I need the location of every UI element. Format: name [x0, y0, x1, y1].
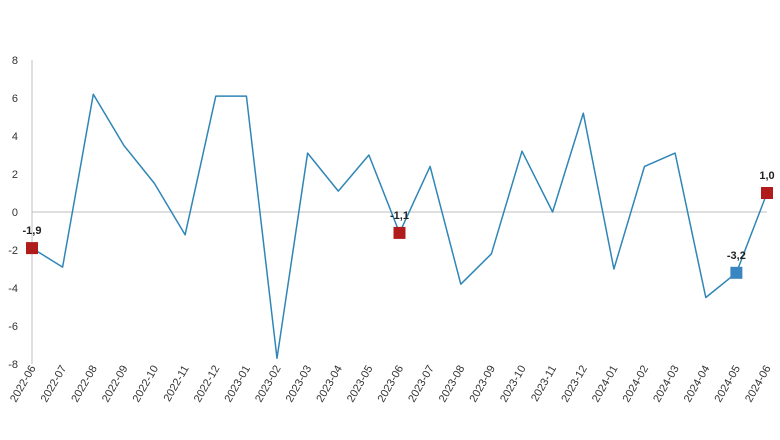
x-tick-label: 2022-10 — [131, 364, 162, 405]
x-tick-label: 2023-04 — [314, 364, 345, 405]
x-tick-label: 2023-10 — [498, 364, 529, 405]
x-tick-label: 2023-01 — [222, 364, 253, 405]
series-line — [31, 93, 768, 360]
x-tick-label: 2022-12 — [192, 364, 223, 405]
x-tick-label: 2024-04 — [682, 364, 713, 405]
x-tick-label: 2022-11 — [162, 364, 192, 404]
x-tick-label: 2023-11 — [529, 364, 559, 404]
y-tick-label: 4 — [12, 131, 18, 143]
x-tick-label: 2022-08 — [69, 364, 100, 405]
highlight-marker — [26, 242, 38, 255]
y-tick-label: -2 — [8, 245, 18, 257]
y-tick-label: -8 — [8, 359, 18, 371]
x-tick-label: 2022-07 — [39, 364, 70, 405]
highlight-marker — [730, 266, 743, 279]
y-tick-label: -4 — [8, 283, 18, 295]
x-tick-label: 2023-12 — [559, 364, 590, 405]
highlight-marker — [761, 187, 773, 199]
x-tick-label: 2024-05 — [712, 364, 743, 405]
x-tick-label: 2024-03 — [651, 364, 682, 405]
data-labels: -1,9 -1,1 -3,2 1,0 — [23, 170, 775, 262]
x-tick-label: 2023-08 — [437, 364, 468, 405]
y-tick-label: 2 — [12, 169, 18, 181]
highlight-markers — [26, 187, 773, 279]
data-label: -3,2 — [727, 250, 746, 262]
y-tick-label: 6 — [12, 93, 18, 105]
series-line-group — [31, 93, 768, 360]
highlight-marker — [393, 226, 406, 239]
x-axis: 2022-06 2022-07 2022-08 2022-09 2022-10 2022-… — [8, 211, 774, 405]
x-tick-label: 2023-09 — [467, 364, 498, 405]
y-tick-label: 0 — [12, 207, 18, 219]
data-label: -1,1 — [390, 210, 409, 222]
y-tick-label: 8 — [12, 55, 18, 67]
y-tick-label: -6 — [8, 321, 18, 333]
x-tick-label: 2023-07 — [406, 364, 437, 405]
x-tick-label: 2023-05 — [345, 364, 376, 405]
data-label: 1,0 — [759, 170, 774, 182]
x-tick-label: 2022-09 — [100, 364, 131, 405]
data-label: -1,9 — [23, 225, 42, 237]
x-tick-label: 2024-06 — [743, 364, 774, 405]
x-tick-label: 2023-02 — [253, 364, 284, 405]
x-tick-label: 2024-02 — [621, 364, 652, 405]
x-tick-label: 2024-01 — [590, 364, 621, 405]
y-axis: 8 6 4 2 0 -2 -4 -6 -8 — [8, 55, 33, 371]
x-tick-label: 2023-06 — [376, 364, 407, 405]
x-tick-label: 2023-03 — [284, 364, 315, 405]
